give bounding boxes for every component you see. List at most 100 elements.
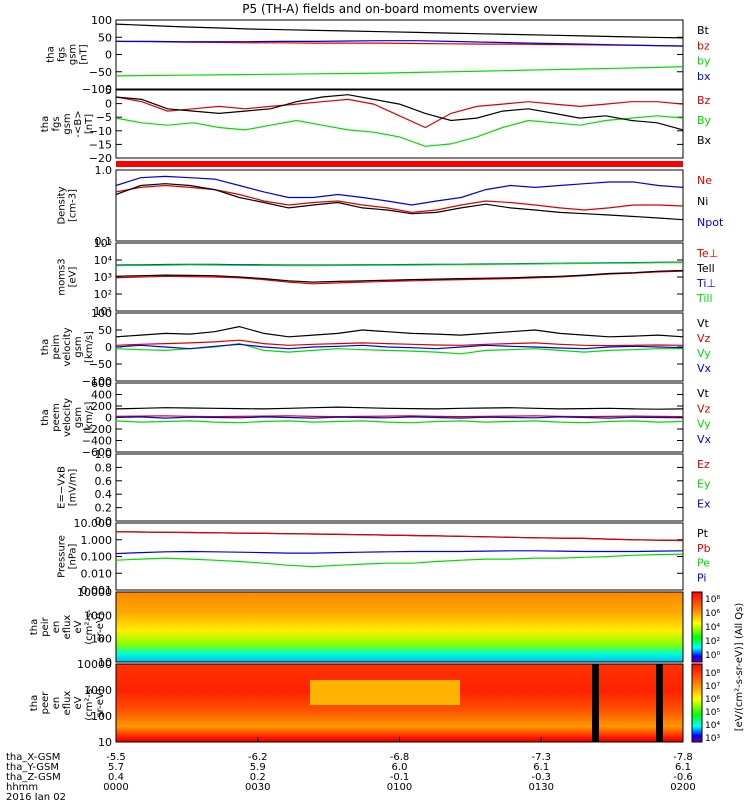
panel-1: 100 50 0 −50 −100 thafgsgsm[nT] Bt bz by bx	[46, 14, 711, 96]
x-tick-label: -6.2	[248, 752, 268, 763]
electron-flux-dip	[310, 680, 460, 705]
data-gap-bar-2	[656, 664, 663, 742]
legend-Vt: Vt	[697, 317, 710, 330]
series-line-Vx	[115, 343, 684, 350]
x-row-label: tha_X-GSM	[6, 752, 60, 763]
y-axis-label: moms3[eV]	[57, 258, 79, 295]
legend-By: By	[697, 114, 712, 127]
y-tick-label: 10	[98, 736, 112, 749]
y-tick-label: −15	[89, 138, 112, 151]
y-tick-label: 0.1	[95, 235, 113, 248]
y-tick-label: 0.010	[81, 567, 113, 580]
series-line-By	[115, 115, 684, 147]
legend-Bt: Bt	[697, 24, 710, 37]
series-line-Vy	[115, 420, 684, 424]
x-tick-label: -7.8	[673, 752, 693, 763]
panel-frame	[115, 19, 684, 90]
y-tick-label: 10⁴	[94, 254, 113, 267]
series-line-by	[115, 66, 684, 77]
legend-Till: Till	[696, 292, 713, 305]
y-axis-label: thapeirenefluxeV(cm²-s-sr-eV)	[29, 609, 106, 645]
panel-2: 50−5−10−15−20 thafgsgsm-<B>[nT] Bz By Bx	[40, 84, 712, 165]
x-tick-label: 0100	[387, 782, 412, 793]
y-tick-label: 0.001	[81, 584, 113, 597]
colorbar: 10⁸ 10⁶ 10⁴ 10² 10⁰ 10⁸ 10⁷ 10⁶ 10⁵ 10⁴ 10³ [eV/(cm…	[691, 591, 745, 744]
legend-Vt: Vt	[697, 387, 710, 400]
series-line-Till	[115, 261, 684, 267]
colorbar-tick-label: 10⁶	[705, 695, 720, 705]
series-line-Pe	[115, 553, 684, 568]
y-tick-label: 0.100	[81, 551, 113, 564]
legend-Pi: Pi	[697, 571, 706, 584]
series-line-Te⊥	[115, 270, 684, 285]
series-line-Vz	[115, 339, 684, 347]
colorbar-tick-label: 10⁵	[705, 708, 720, 718]
legend-Vy: Vy	[697, 418, 711, 431]
series-line-Npot	[115, 175, 684, 206]
y-tick-label: 0.0	[95, 515, 113, 528]
y-axis-label: thapeemvelocitygsm[km/s]	[40, 398, 95, 437]
y-tick-label: −200	[82, 423, 112, 436]
y-tick-label: 50	[98, 31, 112, 44]
x-row-label: tha_Y-GSM	[6, 762, 59, 773]
y-axis-label: thafgsgsm[nT]	[46, 44, 90, 65]
panel-frame	[115, 169, 684, 242]
y-tick-label: 100	[91, 14, 112, 27]
x-tick-label: 0030	[245, 782, 270, 793]
colorbar-label: [eV/(cm²-s-sr-eV)] (All Qs)	[734, 603, 745, 732]
y-tick-label: 400	[91, 389, 112, 402]
x-tick-label: 6.1	[675, 762, 691, 773]
series-line-Bt	[115, 23, 684, 39]
y-tick-label: 100	[91, 710, 112, 723]
panel-5: 100 50 0 −50 −100 thapeimvelocitygsm[km/s] Vt V…	[40, 307, 712, 388]
x-tick-label: 0.2	[250, 772, 266, 783]
y-tick-label: 10.000	[74, 517, 113, 530]
x-tick-label: -6.8	[390, 752, 410, 763]
y-axis-label: Density[cm-3]	[57, 186, 79, 224]
data-gap-bar-1	[592, 664, 599, 742]
colorbar-lower	[691, 663, 703, 743]
panel-7: 1.00.80.60.40.20.0 E=−VxB[mV/m] Ez Ey Ex	[57, 448, 711, 528]
series-line-Vt	[115, 406, 684, 410]
y-tick-label: 0.2	[95, 502, 113, 515]
x-tick-label: 6.1	[533, 762, 549, 773]
y-tick-label: −50	[89, 358, 112, 371]
y-tick-label: −5	[96, 111, 112, 124]
y-tick-label: 10³	[94, 271, 112, 284]
y-tick-label: 0.4	[95, 488, 113, 501]
y-tick-label: 10¹	[94, 305, 112, 318]
y-tick-label: 10000	[77, 586, 112, 599]
y-tick-label: 1.000	[81, 534, 113, 547]
series-line-Ne	[115, 184, 684, 214]
y-tick-label: −20	[89, 152, 112, 165]
legend-Ti⊥: Ti⊥	[696, 277, 716, 290]
series-line-Pb	[115, 531, 684, 542]
legend-Pt: Pt	[697, 527, 709, 540]
y-axis-label: thapeimvelocitygsm[km/s]	[40, 327, 95, 366]
legend-by: by	[697, 55, 711, 68]
y-tick-label: 0.8	[95, 461, 113, 474]
y-tick-label: 0.6	[95, 475, 113, 488]
series-line-bx	[116, 40, 684, 47]
series-line-Vx	[115, 416, 684, 419]
legend-Pb: Pb	[697, 542, 711, 555]
legend-Ey: Ey	[697, 478, 711, 491]
panel-frame	[115, 89, 684, 159]
colorbar-tick-label: 10²	[705, 637, 720, 647]
y-tick-label: 1000	[84, 684, 112, 697]
y-tick-label: −50	[89, 66, 112, 79]
series-line-Vt	[115, 325, 684, 338]
x-tick-label: -0.1	[390, 772, 410, 783]
legend-Vx: Vx	[697, 362, 712, 375]
y-axis-label: thapeerenefluxeV(cm²-s-sr-eV)	[29, 685, 106, 721]
y-tick-label: 0	[105, 412, 112, 425]
y-tick-label: 10⁵	[94, 237, 112, 250]
x-tick-label: -0.3	[531, 772, 551, 783]
series-line-Ni	[115, 183, 684, 221]
x-tick-label: 0000	[103, 782, 128, 793]
plot-title: P5 (TH-A) fields and on-board moments ov…	[242, 2, 538, 16]
legend-Vz: Vz	[697, 332, 711, 345]
legend-Pe: Pe	[697, 557, 710, 570]
